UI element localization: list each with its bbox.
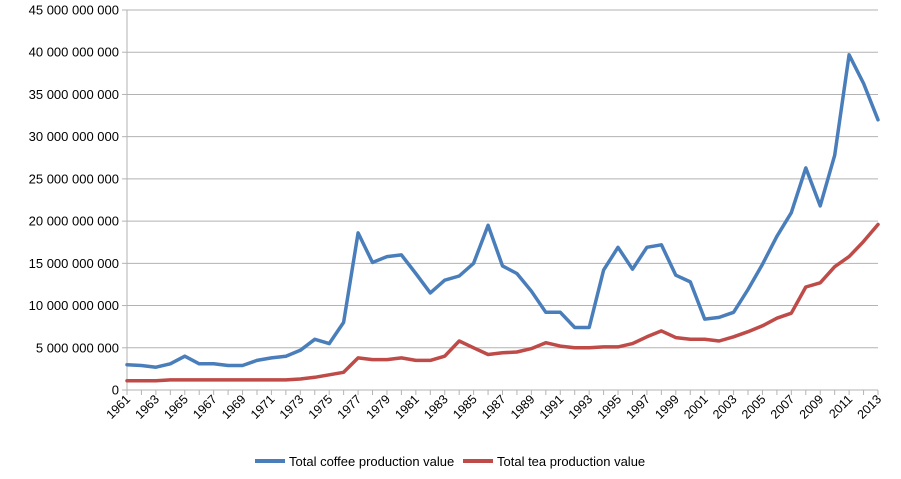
legend-label-coffee: Total coffee production value [289, 454, 454, 469]
y-tick-label: 30 000 000 000 [29, 129, 119, 144]
x-tick-label: 1967 [190, 392, 220, 422]
x-tick-label: 1981 [392, 392, 422, 422]
x-tick-label: 1991 [537, 392, 567, 422]
gridlines [127, 9, 878, 391]
x-tick-label: 1995 [595, 392, 625, 422]
x-tick-label: 2011 [826, 392, 855, 421]
x-tick-label: 1999 [652, 392, 682, 422]
y-tick-label: 40 000 000 000 [29, 45, 119, 60]
x-tick-label: 2013 [855, 392, 885, 422]
y-tick-label: 20 000 000 000 [29, 214, 119, 229]
x-tick-label: 1963 [132, 392, 162, 422]
x-tick-label: 2009 [797, 392, 827, 422]
x-tick-label: 1993 [566, 392, 596, 422]
y-tick-label: 15 000 000 000 [29, 256, 119, 271]
series-line-tea [125, 222, 880, 383]
x-tick-label: 2005 [739, 392, 769, 422]
y-tick-label: 10 000 000 000 [29, 298, 119, 313]
legend: Total coffee production value Total tea … [255, 454, 645, 469]
plot-area [125, 53, 880, 383]
legend-label-tea: Total tea production value [497, 454, 645, 469]
x-axis: 1961 1963 1965 1967 1969 1971 1973 1975 1977 1979… [104, 389, 885, 422]
y-tick-label: 45 000 000 000 [29, 3, 119, 18]
y-tick-label: 35 000 000 000 [29, 87, 119, 102]
x-tick-label: 1989 [508, 392, 538, 422]
x-tick-label: 1969 [219, 392, 249, 422]
x-tick-label: 1975 [306, 392, 336, 422]
x-tick-label: 2003 [710, 392, 740, 422]
x-tick-label: 1997 [623, 392, 653, 422]
x-tick-label: 1983 [421, 392, 451, 422]
x-tick-label: 1965 [161, 392, 191, 422]
y-tick-label: 0 [112, 383, 119, 398]
x-tick-label: 1985 [450, 392, 480, 422]
x-tick-label: 2007 [768, 392, 798, 422]
x-tick-label: 2001 [681, 392, 711, 422]
x-tick-label: 1973 [277, 392, 307, 422]
x-tick-label: 1977 [335, 392, 365, 422]
y-tick-label: 5 000 000 000 [36, 340, 119, 355]
x-tick-label: 1987 [479, 392, 509, 422]
x-tick-label: 1961 [104, 392, 134, 422]
x-tick-label: 1979 [364, 392, 394, 422]
y-axis: 0 5 000 000 000 10 000 000 000 15 000 000 0… [29, 3, 128, 398]
y-tick-label: 25 000 000 000 [29, 171, 119, 186]
x-tick-label: 1971 [248, 392, 278, 422]
series-line-coffee [125, 53, 880, 369]
